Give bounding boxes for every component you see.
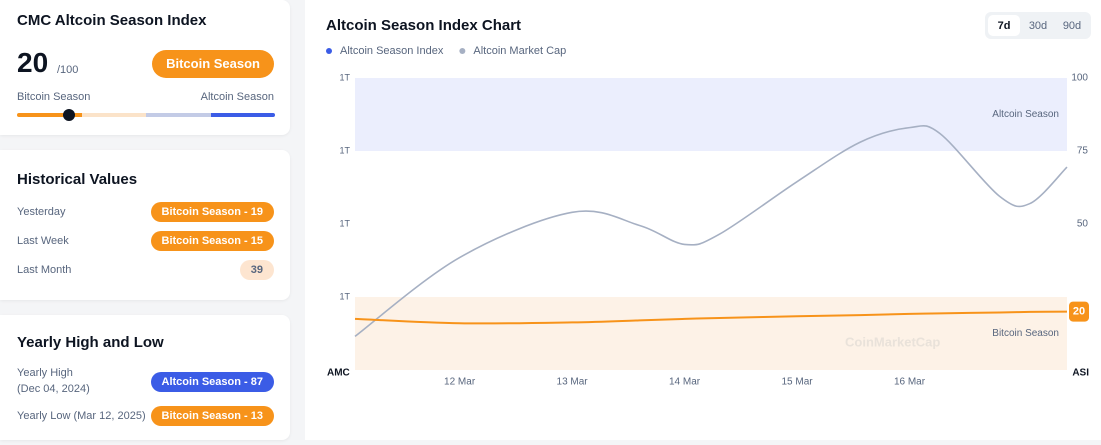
series-line [354, 124, 1068, 338]
card-title: CMC Altcoin Season Index [17, 12, 207, 29]
current-value-label: 20 [1073, 306, 1085, 318]
season-badge: Bitcoin Season [152, 50, 274, 78]
x-tick-label: 15 Mar [781, 377, 813, 388]
row-label: Yearly High [17, 367, 73, 379]
value-pill: Altcoin Season - 87 [150, 372, 274, 392]
y-axis-label: AMC [327, 368, 350, 379]
row-label: Last Month [17, 264, 72, 276]
x-tick-label: 12 Mar [444, 377, 476, 388]
range-button-label[interactable]: 7d [998, 20, 1011, 32]
score-max: /100 [57, 64, 79, 76]
season-band [355, 78, 1067, 151]
band-label: Bitcoin Season [992, 328, 1059, 339]
y-tick-label: 1T [339, 291, 350, 301]
value-pill: Bitcoin Season - 19 [150, 202, 274, 222]
legend-dot [459, 48, 466, 54]
legend-label: Altcoin Market Cap [473, 45, 566, 57]
y-tick-label: 1T [339, 145, 350, 155]
card-title: Historical Values [17, 171, 138, 188]
season-band [355, 297, 1067, 370]
x-tick-label: 13 Mar [557, 377, 589, 388]
y-tick-label: 1T [339, 72, 350, 82]
legend-dot [326, 48, 332, 54]
scale-left-label: Bitcoin Season [17, 91, 91, 103]
index-card: CMC Altcoin Season Index 20 /100 Bitcoin… [0, 0, 290, 135]
series-line [354, 310, 1068, 325]
row-date: (Dec 04, 2024) [17, 383, 90, 395]
x-tick-label: 16 Mar [894, 377, 926, 388]
scale-right-label: Altcoin Season [200, 91, 274, 103]
row-label: Yearly Low (Mar 12, 2025) [17, 410, 146, 422]
score: 20 [17, 47, 49, 78]
y-tick-label: 1T [339, 218, 350, 228]
y2-tick-label: 50 [1077, 219, 1089, 230]
chart: Altcoin Season Index Chart 7d 30d 90d Altco… [326, 12, 1091, 388]
band-label: Altcoin Season [992, 109, 1059, 120]
scale-bar [17, 113, 275, 117]
y2-axis-label: ASI [1072, 368, 1089, 379]
value-pill: Bitcoin Season - 15 [150, 231, 274, 251]
y2-tick-label: 75 [1077, 146, 1089, 157]
value-pill: 39 [239, 260, 274, 280]
range-button-label[interactable]: 30d [1029, 20, 1047, 32]
x-tick-label: 14 Mar [669, 377, 701, 388]
value-pill: Bitcoin Season - 13 [150, 406, 274, 426]
legend-label: Altcoin Season Index [340, 45, 444, 57]
chart-panel: Altcoin Season Index Chart 7d 30d 90d Altco… [305, 0, 1101, 440]
yearly-card: Yearly High and Low Yearly High (Dec 04,… [0, 315, 290, 440]
historical-card: Historical Values Yesterday Bitcoin Seaso… [0, 150, 290, 300]
range-button-label[interactable]: 90d [1063, 20, 1081, 32]
chart-title: Altcoin Season Index Chart [326, 17, 521, 34]
current-value-badge [1069, 301, 1089, 322]
range-button[interactable] [988, 15, 1020, 36]
card-title: Yearly High and Low [17, 334, 164, 351]
watermark: CoinMarketCap [845, 334, 940, 349]
row-label: Last Week [17, 235, 69, 247]
y2-tick-label: 100 [1071, 73, 1088, 84]
row-label: Yesterday [17, 206, 66, 218]
scale-marker [62, 109, 75, 121]
